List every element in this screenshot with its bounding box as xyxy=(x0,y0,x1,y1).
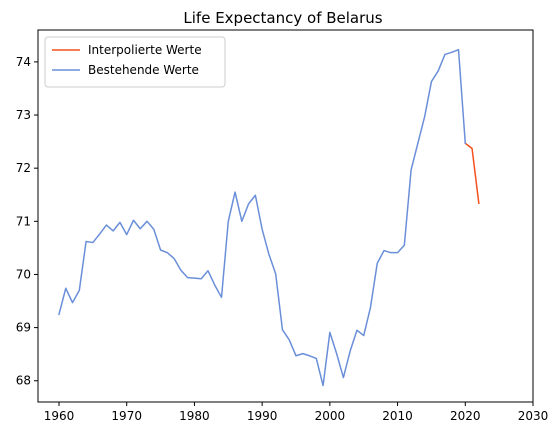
x-tick-label: 1970 xyxy=(111,409,142,423)
legend-label-0: Interpolierte Werte xyxy=(88,43,202,57)
y-axis: 68 69 70 71 72 73 74 xyxy=(16,55,38,388)
y-tick-label: 68 xyxy=(16,374,31,388)
y-tick-label: 72 xyxy=(16,161,31,175)
y-tick-label: 74 xyxy=(16,55,31,69)
x-axis: 1960 1970 1980 1990 2000 2010 2020 2030 xyxy=(44,402,549,423)
x-tick-label: 2030 xyxy=(518,409,549,423)
y-tick-label: 73 xyxy=(16,108,31,122)
series-line-1 xyxy=(59,50,465,386)
y-tick-label: 69 xyxy=(16,321,31,335)
x-tick-label: 2000 xyxy=(315,409,346,423)
x-tick-label: 1980 xyxy=(179,409,210,423)
x-tick-label: 2020 xyxy=(450,409,481,423)
series-line-0 xyxy=(465,143,479,203)
x-tick-label: 1960 xyxy=(44,409,75,423)
legend-label-1: Bestehende Werte xyxy=(88,63,199,77)
x-tick-label: 1990 xyxy=(247,409,278,423)
plot-lines xyxy=(59,50,479,386)
legend: Interpolierte Werte Bestehende Werte xyxy=(45,37,225,87)
x-tick-label: 2010 xyxy=(382,409,413,423)
y-tick-label: 70 xyxy=(16,267,31,281)
y-tick-label: 71 xyxy=(16,214,31,228)
chart-title: Life Expectancy of Belarus xyxy=(183,9,382,27)
